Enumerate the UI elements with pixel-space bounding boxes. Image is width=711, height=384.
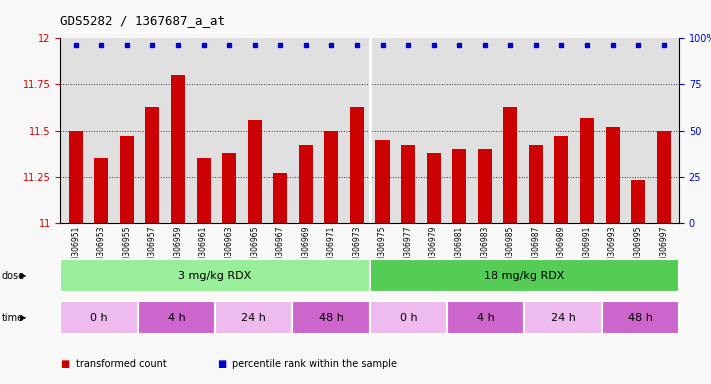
Text: GDS5282 / 1367687_a_at: GDS5282 / 1367687_a_at bbox=[60, 14, 225, 27]
Bar bbox=[375, 140, 390, 223]
Text: 24 h: 24 h bbox=[241, 313, 266, 323]
Bar bbox=[292, 301, 370, 334]
Bar bbox=[120, 136, 134, 223]
Bar bbox=[529, 145, 543, 223]
Bar bbox=[60, 301, 138, 334]
Bar bbox=[370, 259, 679, 292]
Bar bbox=[370, 301, 447, 334]
Text: ■: ■ bbox=[60, 359, 70, 369]
Text: 4 h: 4 h bbox=[477, 313, 495, 323]
Bar bbox=[215, 301, 292, 334]
Bar bbox=[602, 301, 679, 334]
Bar bbox=[69, 131, 82, 223]
Bar bbox=[247, 119, 262, 223]
Bar bbox=[427, 153, 441, 223]
Text: percentile rank within the sample: percentile rank within the sample bbox=[232, 359, 397, 369]
Bar bbox=[273, 173, 287, 223]
Text: 48 h: 48 h bbox=[319, 313, 343, 323]
Bar bbox=[60, 259, 370, 292]
Text: time: time bbox=[1, 313, 23, 323]
Bar bbox=[350, 107, 364, 223]
Bar bbox=[478, 149, 492, 223]
Text: 4 h: 4 h bbox=[168, 313, 186, 323]
Bar bbox=[631, 180, 645, 223]
Bar bbox=[657, 131, 670, 223]
Bar bbox=[452, 149, 466, 223]
Text: 48 h: 48 h bbox=[628, 313, 653, 323]
Bar bbox=[299, 145, 313, 223]
Bar bbox=[138, 301, 215, 334]
Text: transformed count: transformed count bbox=[76, 359, 167, 369]
Text: ■: ■ bbox=[217, 359, 226, 369]
Text: 0 h: 0 h bbox=[90, 313, 108, 323]
Bar bbox=[146, 107, 159, 223]
Bar bbox=[524, 301, 602, 334]
Bar bbox=[447, 301, 524, 334]
Text: 0 h: 0 h bbox=[400, 313, 417, 323]
Text: ▶: ▶ bbox=[20, 313, 26, 322]
Bar bbox=[196, 158, 210, 223]
Bar bbox=[401, 145, 415, 223]
Text: 18 mg/kg RDX: 18 mg/kg RDX bbox=[484, 270, 565, 281]
Bar bbox=[503, 107, 518, 223]
Bar bbox=[580, 118, 594, 223]
Bar bbox=[324, 131, 338, 223]
Bar bbox=[606, 127, 619, 223]
Text: dose: dose bbox=[1, 270, 25, 281]
Text: 24 h: 24 h bbox=[550, 313, 575, 323]
Bar bbox=[222, 153, 236, 223]
Bar bbox=[555, 136, 569, 223]
Bar bbox=[95, 158, 108, 223]
Text: 3 mg/kg RDX: 3 mg/kg RDX bbox=[178, 270, 252, 281]
Text: ▶: ▶ bbox=[20, 271, 26, 280]
Bar bbox=[171, 75, 185, 223]
